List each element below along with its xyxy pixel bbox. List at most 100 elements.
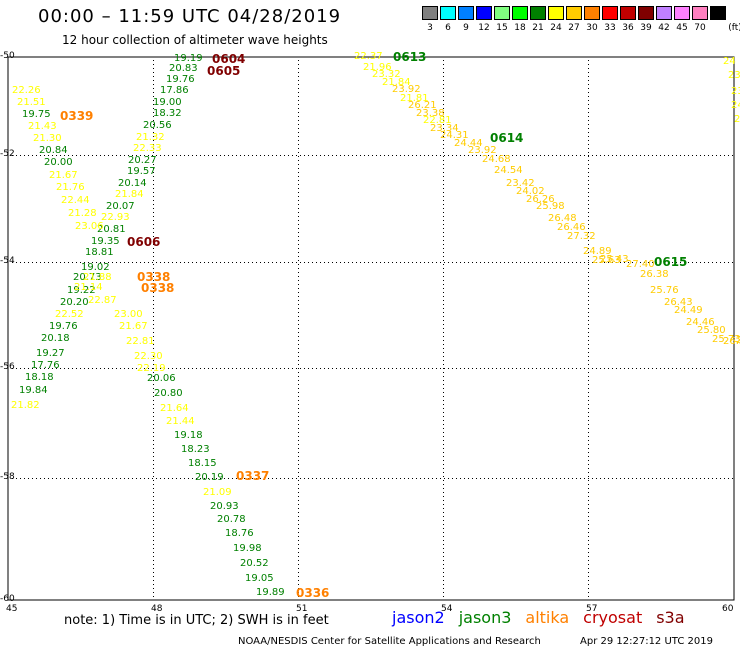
swh-value: 21.43 bbox=[28, 121, 57, 132]
swh-value: 26.48 bbox=[548, 213, 577, 224]
scale-label: 12 bbox=[478, 23, 490, 33]
swh-value: 27.32 bbox=[567, 231, 596, 242]
swh-value: 23.00 bbox=[114, 309, 143, 320]
swh-value: 25.73 bbox=[712, 334, 740, 345]
scale-swatch bbox=[494, 6, 510, 20]
swh-value: 19.19 bbox=[174, 53, 203, 64]
swh-value: 22.19 bbox=[137, 363, 166, 374]
swh-value: 24.46 bbox=[686, 317, 715, 328]
swh-value: 20.56 bbox=[143, 120, 172, 131]
swh-value: 26.56 bbox=[723, 336, 740, 347]
pass-time-label: 0336 bbox=[296, 586, 330, 600]
swh-value: 19.76 bbox=[166, 74, 195, 85]
swh-value: 23 bbox=[731, 86, 740, 97]
swh-value: 20.83 bbox=[169, 63, 198, 74]
swh-value: 24.68 bbox=[482, 154, 511, 165]
swh-value: 20.27 bbox=[128, 155, 157, 166]
swh-value: 20.00 bbox=[44, 157, 73, 168]
swh-value: 25.80 bbox=[697, 325, 726, 336]
swh-value: 21.09 bbox=[203, 487, 232, 498]
swh-value: 21.84 bbox=[382, 77, 411, 88]
swh-value: 22.30 bbox=[134, 351, 163, 362]
pass-time-label: 0604 bbox=[212, 52, 246, 66]
swh-value: 19.22 bbox=[67, 285, 96, 296]
scale-swatch bbox=[638, 6, 654, 20]
satellite-legend: jason2 jason3 altika cryosat s3a bbox=[392, 608, 685, 627]
swh-value: 19.89 bbox=[256, 587, 285, 598]
swh-value: 24.89 bbox=[583, 246, 612, 257]
swh-value: 26.21 bbox=[408, 100, 437, 111]
scale-label: 33 bbox=[604, 23, 616, 33]
swh-value: 24.54 bbox=[494, 165, 523, 176]
scale-label: 30 bbox=[586, 23, 598, 33]
swh-value: 20.78 bbox=[217, 514, 246, 525]
swh-value: 19.98 bbox=[233, 543, 262, 554]
swh-value: 20.07 bbox=[106, 201, 135, 212]
swh-value: 19.57 bbox=[127, 166, 156, 177]
pass-time-label: 0614 bbox=[490, 131, 524, 145]
swh-value: 19.84 bbox=[19, 385, 48, 396]
swh-value: 26.38 bbox=[640, 269, 669, 280]
pass-time-label: 0338 bbox=[141, 281, 175, 295]
scale-label: 45 bbox=[676, 23, 688, 33]
swh-value: 24 bbox=[734, 114, 740, 125]
scale-swatch bbox=[476, 6, 492, 20]
x-tick-label: 48 bbox=[151, 604, 163, 614]
swh-value: 27.40 bbox=[626, 259, 655, 270]
swh-value: 21.81 bbox=[400, 93, 429, 104]
legend-item-s3a: s3a bbox=[656, 608, 685, 627]
x-tick-label: 57 bbox=[586, 604, 598, 614]
swh-value: 18.76 bbox=[225, 528, 254, 539]
scale-label: 18 bbox=[514, 23, 526, 33]
scale-swatch bbox=[548, 6, 564, 20]
scale-label: 36 bbox=[622, 23, 634, 33]
swh-value: 19.35 bbox=[91, 236, 120, 247]
x-tick-label: 60 bbox=[722, 604, 734, 614]
swh-value: 18.32 bbox=[153, 108, 182, 119]
swh-value: 23.42 bbox=[506, 178, 535, 189]
legend-item-jason2: jason2 bbox=[392, 608, 445, 627]
legend-item-cryosat: cryosat bbox=[583, 608, 643, 627]
swh-value: 18.81 bbox=[85, 247, 114, 258]
note-text: note: 1) Time is in UTC; 2) SWH is in fe… bbox=[64, 613, 329, 628]
scale-label: 39 bbox=[640, 23, 652, 33]
scale-label: 21 bbox=[532, 23, 544, 33]
pass-time-label: 0615 bbox=[654, 255, 688, 269]
swh-value: 21.51 bbox=[17, 97, 46, 108]
y-tick-label: -52 bbox=[0, 149, 15, 159]
swh-value: 25.43 bbox=[600, 254, 629, 265]
scale-swatch bbox=[458, 6, 474, 20]
swh-value: 24.02 bbox=[516, 186, 545, 197]
scale-swatch bbox=[710, 6, 726, 20]
x-tick-label: 54 bbox=[441, 604, 453, 614]
swh-value: 19.00 bbox=[153, 97, 182, 108]
gridlines bbox=[12, 60, 733, 597]
footer-credit: NOAA/NESDIS Center for Satellite Applica… bbox=[238, 636, 541, 647]
swh-value: 21.64 bbox=[160, 403, 189, 414]
scale-label: 70 bbox=[694, 23, 706, 33]
scale-swatch bbox=[584, 6, 600, 20]
scale-swatch bbox=[656, 6, 672, 20]
page-title: 00:00 – 11:59 UTC 04/28/2019 bbox=[38, 6, 342, 27]
swh-value: 26.43 bbox=[664, 297, 693, 308]
swh-value: 21.28 bbox=[68, 208, 97, 219]
scale-swatch bbox=[602, 6, 618, 20]
scale-label: 24 bbox=[550, 23, 562, 33]
swh-value: 21.30 bbox=[33, 133, 62, 144]
swh-value: 23.06 bbox=[75, 221, 104, 232]
swh-value: 17.76 bbox=[31, 360, 60, 371]
swh-value: 19.27 bbox=[36, 348, 65, 359]
scale-swatch bbox=[620, 6, 636, 20]
swh-value: 26.46 bbox=[557, 222, 586, 233]
y-tick-label: -56 bbox=[0, 362, 15, 372]
swh-value: 24 bbox=[731, 100, 740, 111]
page-subtitle: 12 hour collection of altimeter wave hei… bbox=[62, 33, 328, 47]
swh-value: 20.14 bbox=[118, 178, 147, 189]
swh-value: 19.76 bbox=[49, 321, 78, 332]
swh-value: 21.44 bbox=[166, 416, 195, 427]
pass-time-label: 0339 bbox=[60, 109, 94, 123]
legend-item-altika: altika bbox=[525, 608, 570, 627]
swh-value: 22.33 bbox=[133, 143, 162, 154]
swh-value: 20.19 bbox=[195, 472, 224, 483]
